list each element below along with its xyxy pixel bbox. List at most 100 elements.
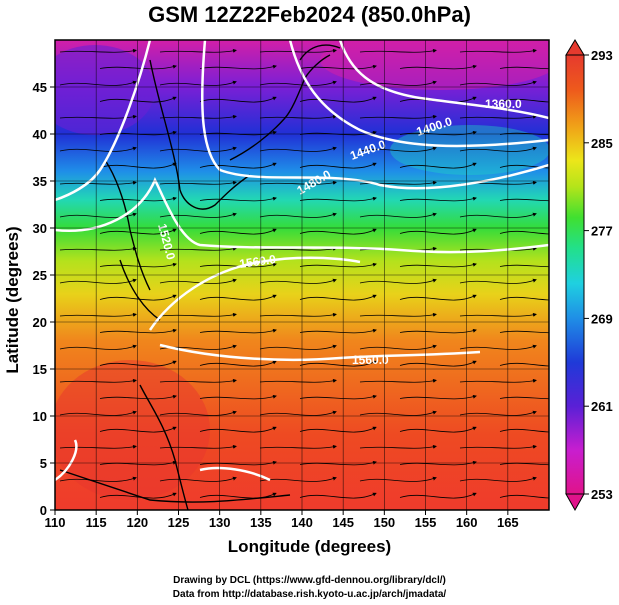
- y-tick-label: 40: [33, 127, 47, 142]
- colorbar-ticks: 293 285 277 269 261 253: [584, 48, 613, 502]
- x-tick-label: 160: [456, 515, 478, 530]
- wind-streamlines: [59, 48, 549, 499]
- streamline: [399, 360, 477, 367]
- streamline: [59, 246, 137, 251]
- streamline: [299, 228, 377, 235]
- streamline: [199, 460, 277, 466]
- streamline: [359, 80, 437, 86]
- streamline: [59, 278, 137, 284]
- streamline: [259, 146, 337, 152]
- streamline: [359, 378, 437, 383]
- streamline: [259, 114, 337, 119]
- y-tick-label: 0: [40, 503, 47, 518]
- streamline: [159, 246, 237, 251]
- credit-data-source: Data from http://database.rish.kyoto-u.a…: [172, 589, 447, 600]
- contour-label: 1560.0: [238, 252, 277, 271]
- streamline: [399, 294, 477, 301]
- streamline: [159, 410, 237, 416]
- streamline: [399, 228, 477, 235]
- streamline: [159, 378, 237, 383]
- streamline: [359, 312, 437, 317]
- y-tick-label: 35: [33, 174, 47, 189]
- streamline: [59, 146, 137, 152]
- y-tick-label: 20: [33, 315, 47, 330]
- streamline: [259, 344, 337, 350]
- streamline: [199, 360, 277, 367]
- streamline: [399, 492, 477, 499]
- streamline: [159, 476, 237, 482]
- streamline: [59, 378, 137, 383]
- colorbar-bottom-arrow: [565, 493, 585, 512]
- streamline: [159, 312, 237, 317]
- colorbar-scale: [565, 54, 585, 495]
- x-axis-ticks: 110 115 120 125 130 135 140 145 150 155 160 165: [45, 510, 519, 530]
- x-tick-label: 120: [126, 515, 148, 530]
- x-tick-label: 145: [332, 515, 354, 530]
- x-tick-label: 140: [291, 515, 313, 530]
- lat-lon-grid: [54, 40, 549, 511]
- streamline: [259, 48, 337, 53]
- streamline: [259, 246, 337, 251]
- streamline: [399, 328, 477, 334]
- streamline: [259, 410, 337, 416]
- streamline: [59, 80, 137, 86]
- streamline: [499, 462, 549, 466]
- colorbar-tick-label: 285: [591, 136, 613, 151]
- streamline: [299, 460, 377, 466]
- colorbar-tick-label: 269: [591, 311, 613, 326]
- y-tick-label: 45: [33, 80, 47, 95]
- streamline: [59, 180, 137, 185]
- credit-dcl: Drawing by DCL (https://www.gfd-dennou.o…: [173, 575, 446, 586]
- streamline: [299, 96, 377, 103]
- streamline: [199, 492, 277, 499]
- streamline: [199, 328, 277, 334]
- streamline: [299, 64, 377, 70]
- streamline: [159, 212, 237, 218]
- streamline: [359, 476, 437, 482]
- streamline: [359, 344, 437, 350]
- streamline: [499, 494, 549, 499]
- streamline: [159, 146, 237, 152]
- y-axis-ticks: 0 5 10 15 20 25 30 35 40 45: [33, 80, 55, 518]
- streamline: [299, 328, 377, 334]
- temperature-field: [55, 40, 549, 510]
- streamline: [159, 444, 237, 449]
- contour-label: 1560.0: [352, 353, 389, 367]
- x-tick-label: 125: [168, 515, 190, 530]
- map-title: GSM 12Z22Feb2024 (850.0hPa): [148, 2, 471, 27]
- streamline: [59, 212, 137, 218]
- streamline: [299, 360, 377, 367]
- x-axis-label: Longitude (degrees): [227, 537, 392, 556]
- contour-label: 1360.0: [485, 97, 522, 111]
- streamline: [299, 294, 377, 301]
- streamline: [359, 146, 437, 152]
- streamline: [199, 162, 277, 169]
- streamline: [499, 362, 549, 367]
- streamline: [59, 312, 137, 317]
- streamline: [499, 198, 549, 202]
- streamline: [299, 162, 377, 169]
- streamline: [399, 426, 477, 433]
- streamline: [499, 330, 549, 334]
- streamline: [259, 378, 337, 383]
- streamline: [59, 48, 137, 53]
- streamline: [259, 212, 337, 218]
- streamline: [299, 262, 377, 268]
- streamline: [299, 196, 377, 202]
- x-tick-label: 135: [250, 515, 272, 530]
- streamline: [499, 428, 549, 433]
- colorbar-top-arrow: [565, 39, 585, 56]
- streamline: [359, 444, 437, 449]
- streamline: [399, 262, 477, 268]
- colorbar-tick-label: 293: [591, 48, 613, 63]
- y-tick-label: 15: [33, 362, 47, 377]
- x-tick-label: 155: [415, 515, 437, 530]
- streamline: [359, 114, 437, 119]
- streamline: [259, 278, 337, 284]
- streamline: [59, 444, 137, 449]
- streamline: [259, 312, 337, 317]
- streamline: [199, 294, 277, 301]
- y-tick-label: 10: [33, 409, 47, 424]
- streamline: [199, 196, 277, 202]
